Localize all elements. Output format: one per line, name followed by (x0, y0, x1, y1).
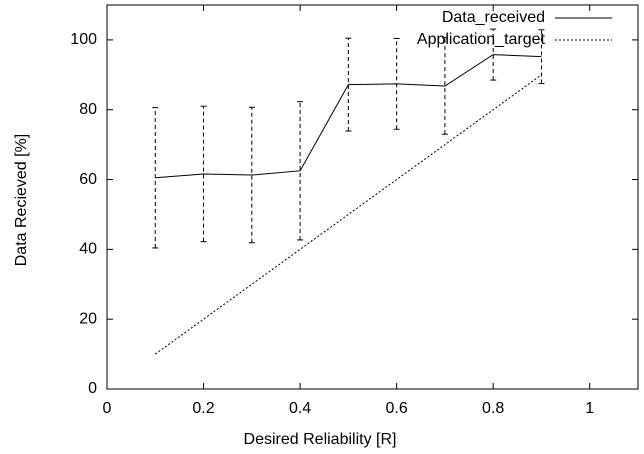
y-tick-label: 0 (88, 380, 97, 397)
x-tick-label: 1 (585, 400, 594, 417)
x-tick-label: 0.8 (482, 400, 504, 417)
y-tick-label: 100 (70, 31, 97, 48)
y-axis-label: Data Recieved [%] (13, 134, 30, 267)
x-tick-label: 0.6 (386, 400, 408, 417)
x-tick-label: 0.2 (192, 400, 214, 417)
y-tick-label: 80 (79, 101, 97, 118)
y-tick-label: 40 (79, 241, 97, 258)
x-tick-label: 0 (103, 400, 112, 417)
plot-border (106, 4, 639, 390)
x-axis-label: Desired Reliability [R] (244, 431, 397, 448)
legend-label: Application_target (417, 31, 546, 48)
series-line (154, 74, 542, 355)
x-tick-label: 0.4 (289, 400, 311, 417)
series-line (155, 54, 542, 179)
legend-label: Data_received (442, 9, 545, 26)
y-tick-label: 20 (79, 310, 97, 327)
y-tick-label: 60 (79, 171, 97, 188)
